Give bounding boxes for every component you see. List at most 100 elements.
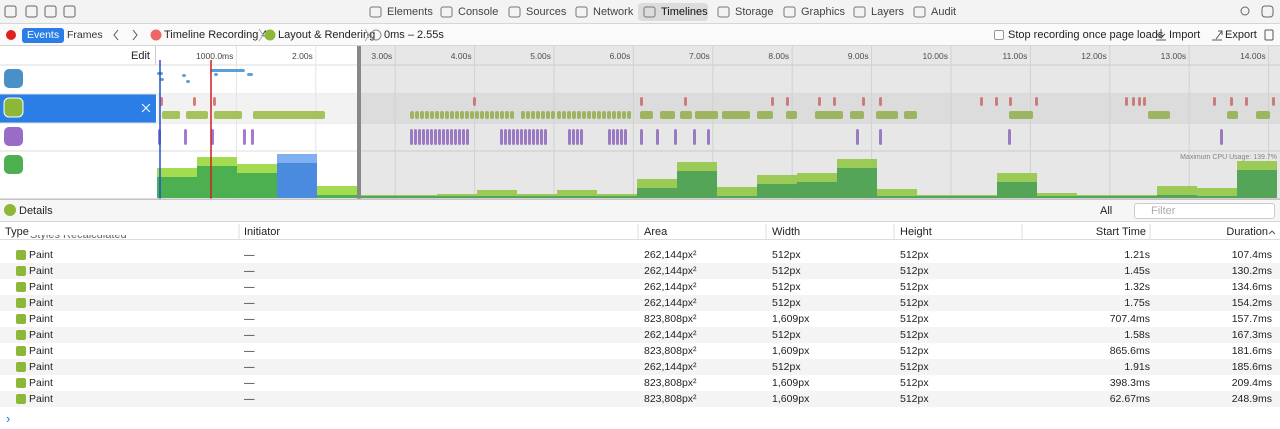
script-event [540, 129, 543, 145]
cell: 707.4ms [1109, 313, 1150, 325]
script-event [504, 129, 507, 145]
breadcrumb[interactable]: 0ms – 2.55s [384, 29, 444, 41]
table-row[interactable] [0, 295, 1280, 311]
cell: — [244, 393, 255, 405]
row-label[interactable]: Network Requests [28, 73, 118, 85]
tab-selected-bg [638, 3, 708, 21]
cpu-bar [757, 184, 797, 198]
column-header[interactable]: Width [772, 226, 801, 238]
tab[interactable]: Network [593, 6, 634, 18]
layout-event [815, 111, 843, 119]
cpu-max-label: Maximum CPU Usage: 139.7% [1180, 154, 1277, 161]
layout-event [470, 111, 474, 119]
table-row[interactable] [0, 279, 1280, 295]
table-row[interactable] [0, 327, 1280, 343]
script-event [620, 129, 623, 145]
checkbox-label[interactable]: Stop recording once page loads [1008, 29, 1164, 41]
cell: 1.45s [1124, 265, 1150, 277]
script-event [438, 129, 441, 145]
layout-event [695, 111, 718, 119]
cpu-bar [637, 188, 677, 198]
script-event [624, 129, 627, 145]
breadcrumb[interactable]: Layout & Rendering [278, 29, 376, 41]
column-header[interactable]: Area [644, 226, 668, 238]
script-event [616, 129, 619, 145]
tab[interactable]: Storage [735, 6, 774, 18]
column-header[interactable]: Duration [1226, 226, 1268, 238]
cpu-bar-top [997, 173, 1037, 198]
table-row[interactable] [0, 359, 1280, 375]
mode-button[interactable]: Frames [67, 29, 103, 41]
table-row[interactable] [0, 343, 1280, 359]
cell: — [244, 265, 255, 277]
table-row[interactable] [0, 391, 1280, 407]
table-row[interactable] [0, 375, 1280, 391]
export-button[interactable]: Export [1225, 29, 1257, 41]
breadcrumb[interactable]: Timeline Recording 4 [164, 29, 268, 41]
column-header[interactable]: Type [5, 226, 29, 238]
layout-event [521, 111, 525, 119]
tab[interactable]: Layers [871, 6, 905, 18]
column-header[interactable]: Initiator [244, 226, 281, 238]
paint-event [1132, 97, 1135, 106]
paint-event [862, 97, 865, 106]
scope-filter[interactable]: All [1100, 205, 1113, 217]
import-button[interactable]: Import [1169, 29, 1201, 41]
cell: Paint [29, 393, 53, 405]
table-row[interactable] [0, 311, 1280, 327]
column-header[interactable]: Height [900, 226, 932, 238]
cpu-bar [917, 196, 957, 198]
navigation-bar [0, 24, 1280, 46]
cell: 1.91s [1124, 361, 1150, 373]
cpu-bar-top [397, 195, 437, 198]
cell: 1,609px [772, 313, 810, 325]
ruler-label: 9.00s [848, 51, 869, 61]
checkbox[interactable] [994, 30, 1004, 40]
ruler-label: 14.00s [1240, 51, 1266, 61]
filter-box[interactable] [1134, 203, 1275, 219]
paint-event [818, 97, 821, 106]
cpu-bar [157, 177, 197, 198]
cpu-bar-top [437, 194, 477, 198]
row-label[interactable]: Layout & Rendering [28, 102, 126, 114]
script-event [520, 129, 523, 145]
layout-event [660, 111, 675, 119]
row-label[interactable]: JavaScript & Events [28, 131, 127, 143]
mode-button[interactable]: Events [22, 28, 65, 43]
tab[interactable]: Timelines [661, 6, 708, 18]
tab[interactable]: Graphics [801, 6, 846, 18]
cpu-bar-top [1037, 193, 1077, 198]
cell: 167.3ms [1231, 329, 1272, 341]
layout-event [505, 111, 509, 119]
tab[interactable]: Console [458, 6, 499, 18]
tab[interactable]: Audit [931, 6, 957, 18]
layout-event [510, 111, 514, 119]
cell: — [244, 345, 255, 357]
ruler-label: 4.00s [451, 51, 472, 61]
cpu-bar [557, 196, 597, 198]
table-row[interactable] [0, 247, 1280, 263]
script-event [640, 129, 643, 145]
script-event [454, 129, 457, 145]
filter-placeholder: Filter [1151, 205, 1176, 217]
selection-handle [357, 46, 361, 199]
cpu-bar-top [1237, 161, 1277, 198]
edit-button[interactable]: Edit [131, 50, 150, 62]
cpu-bar-top [837, 159, 877, 198]
script-event [516, 129, 519, 145]
cell: 1,609px [772, 393, 810, 405]
paint-event [786, 97, 789, 106]
row-label[interactable]: CPU [28, 159, 52, 171]
column-header[interactable]: Start Time [1095, 226, 1146, 238]
cell: — [244, 249, 255, 261]
script-event [1008, 129, 1011, 145]
layout-event [1009, 111, 1033, 119]
cpu-bar [317, 195, 357, 198]
cell: 512px [900, 265, 929, 277]
table-row[interactable] [0, 263, 1280, 279]
cell: 512px [900, 297, 929, 309]
layout-event [162, 111, 180, 119]
tab[interactable]: Elements [387, 6, 433, 18]
cpu-bar-top [317, 186, 357, 198]
tab[interactable]: Sources [526, 6, 567, 18]
